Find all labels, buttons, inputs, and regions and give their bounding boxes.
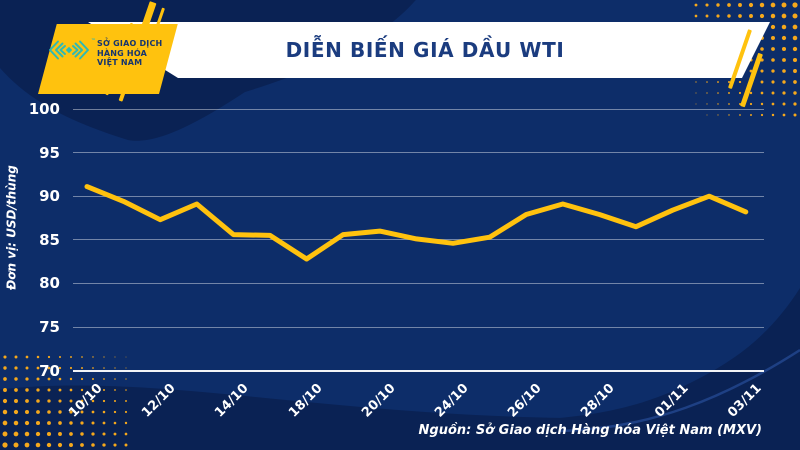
- gridline-90: [73, 195, 764, 197]
- gridline-80: [73, 282, 764, 284]
- mxv-chevron-logo-icon: [49, 40, 89, 60]
- logo-text: SỞ GIAO DỊCH HÀNG HÓA VIỆT NAM: [97, 39, 162, 68]
- gridline-100: [73, 108, 764, 110]
- logo-text-line-3: VIỆT NAM: [97, 58, 143, 67]
- y-axis-label-100: 100: [28, 100, 60, 118]
- y-axis-label-80: 80: [39, 274, 60, 293]
- y-axis-label-70: 70: [39, 361, 60, 380]
- logo-text-line-2: HÀNG HÓA: [97, 48, 148, 58]
- wave-crest-line: [559, 348, 800, 433]
- y-axis-label-85: 85: [39, 230, 60, 249]
- chart-title: DIỄN BIẾN GIÁ DẦU WTI: [285, 38, 565, 62]
- halftone-dots-bottom-left: [2, 355, 128, 448]
- wave-shape-bottom-band: [0, 385, 565, 450]
- gridline-85: [73, 239, 764, 241]
- wave-shape-bottom-right: [560, 288, 800, 450]
- gridline-75: [73, 326, 764, 328]
- y-axis-label-90: 90: [39, 187, 60, 206]
- y-axis-label-95: 95: [39, 143, 60, 162]
- y-axis-label-75: 75: [39, 318, 60, 336]
- title-banner: [88, 22, 770, 78]
- gridline-70: [73, 369, 764, 372]
- logo-text-line-1: SỞ GIAO DỊCH: [97, 39, 163, 48]
- trademark-symbol: ™: [91, 38, 96, 44]
- gridline-95: [73, 152, 764, 154]
- source-note: Nguồn: Sở Giao dịch Hàng hóa Việt Nam (M…: [418, 423, 762, 438]
